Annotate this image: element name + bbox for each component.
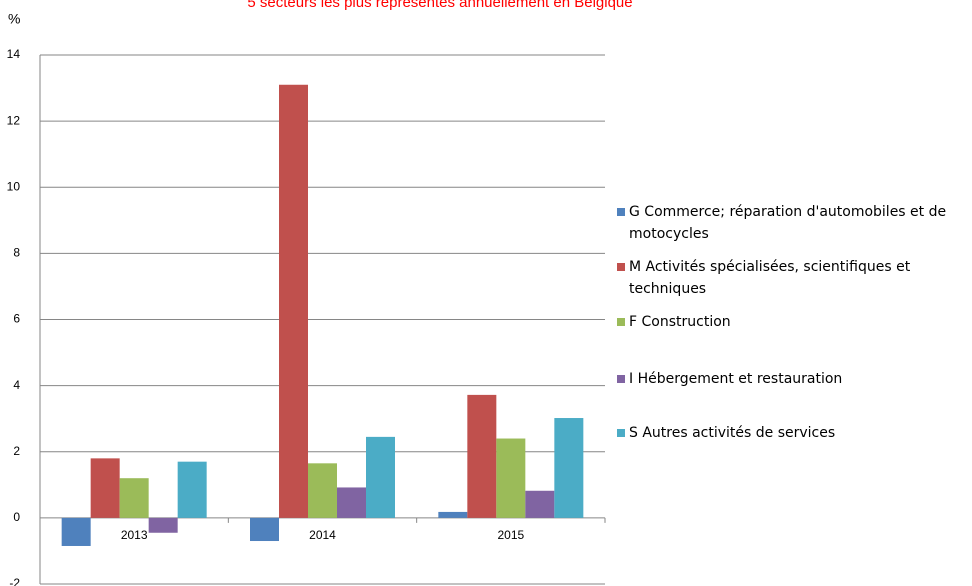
bar [308, 463, 337, 518]
legend-entry: M Activités spécialisées, scientifiques … [617, 256, 967, 300]
y-tick-label: 10 [7, 179, 21, 193]
legend-swatch [617, 429, 625, 437]
x-tick-label: 2014 [309, 528, 336, 542]
legend-swatch [617, 208, 625, 216]
y-tick-label: 2 [13, 444, 20, 458]
x-tick-label: 2015 [497, 528, 524, 542]
bar [119, 478, 149, 518]
bar [525, 490, 555, 518]
legend-label: G Commerce; réparation d'automobiles et … [629, 204, 947, 242]
bar [554, 418, 584, 518]
legend-label: I Hébergement et restauration [629, 371, 843, 387]
bar [496, 438, 526, 518]
y-tick-label: 0 [13, 510, 20, 524]
bar [250, 517, 279, 542]
bar [148, 517, 178, 533]
legend-entry: F Construction [617, 311, 967, 333]
bar [467, 394, 497, 518]
legend-label: F Construction [629, 314, 731, 330]
legend-swatch [617, 375, 625, 383]
chart-title: 5 secteurs les plus représentés annuelle… [247, 0, 632, 11]
bar [61, 517, 91, 546]
legend-entry: S Autres activités de services [617, 422, 967, 444]
y-tick-label: 6 [13, 312, 20, 326]
legend-swatch [617, 263, 625, 271]
bar [279, 84, 308, 518]
y-tick-label: 14 [7, 47, 21, 61]
bar [366, 436, 395, 518]
y-tick-label: 4 [13, 378, 20, 392]
y-tick-label: 8 [13, 246, 20, 260]
y-tick-label: -2 [9, 576, 20, 586]
legend-entry: G Commerce; réparation d'automobiles et … [617, 201, 967, 245]
legend-label: S Autres activités de services [629, 425, 836, 441]
bar [177, 461, 207, 518]
y-axis-label: % [8, 11, 20, 27]
legend-label: M Activités spécialisées, scientifiques … [629, 259, 911, 297]
x-tick-label: 2013 [121, 528, 148, 542]
bar [90, 458, 120, 518]
legend-swatch [617, 318, 625, 326]
bar [337, 487, 366, 518]
bar [438, 511, 468, 518]
y-tick-label: 12 [7, 113, 21, 127]
legend-entry: I Hébergement et restauration [617, 368, 967, 390]
